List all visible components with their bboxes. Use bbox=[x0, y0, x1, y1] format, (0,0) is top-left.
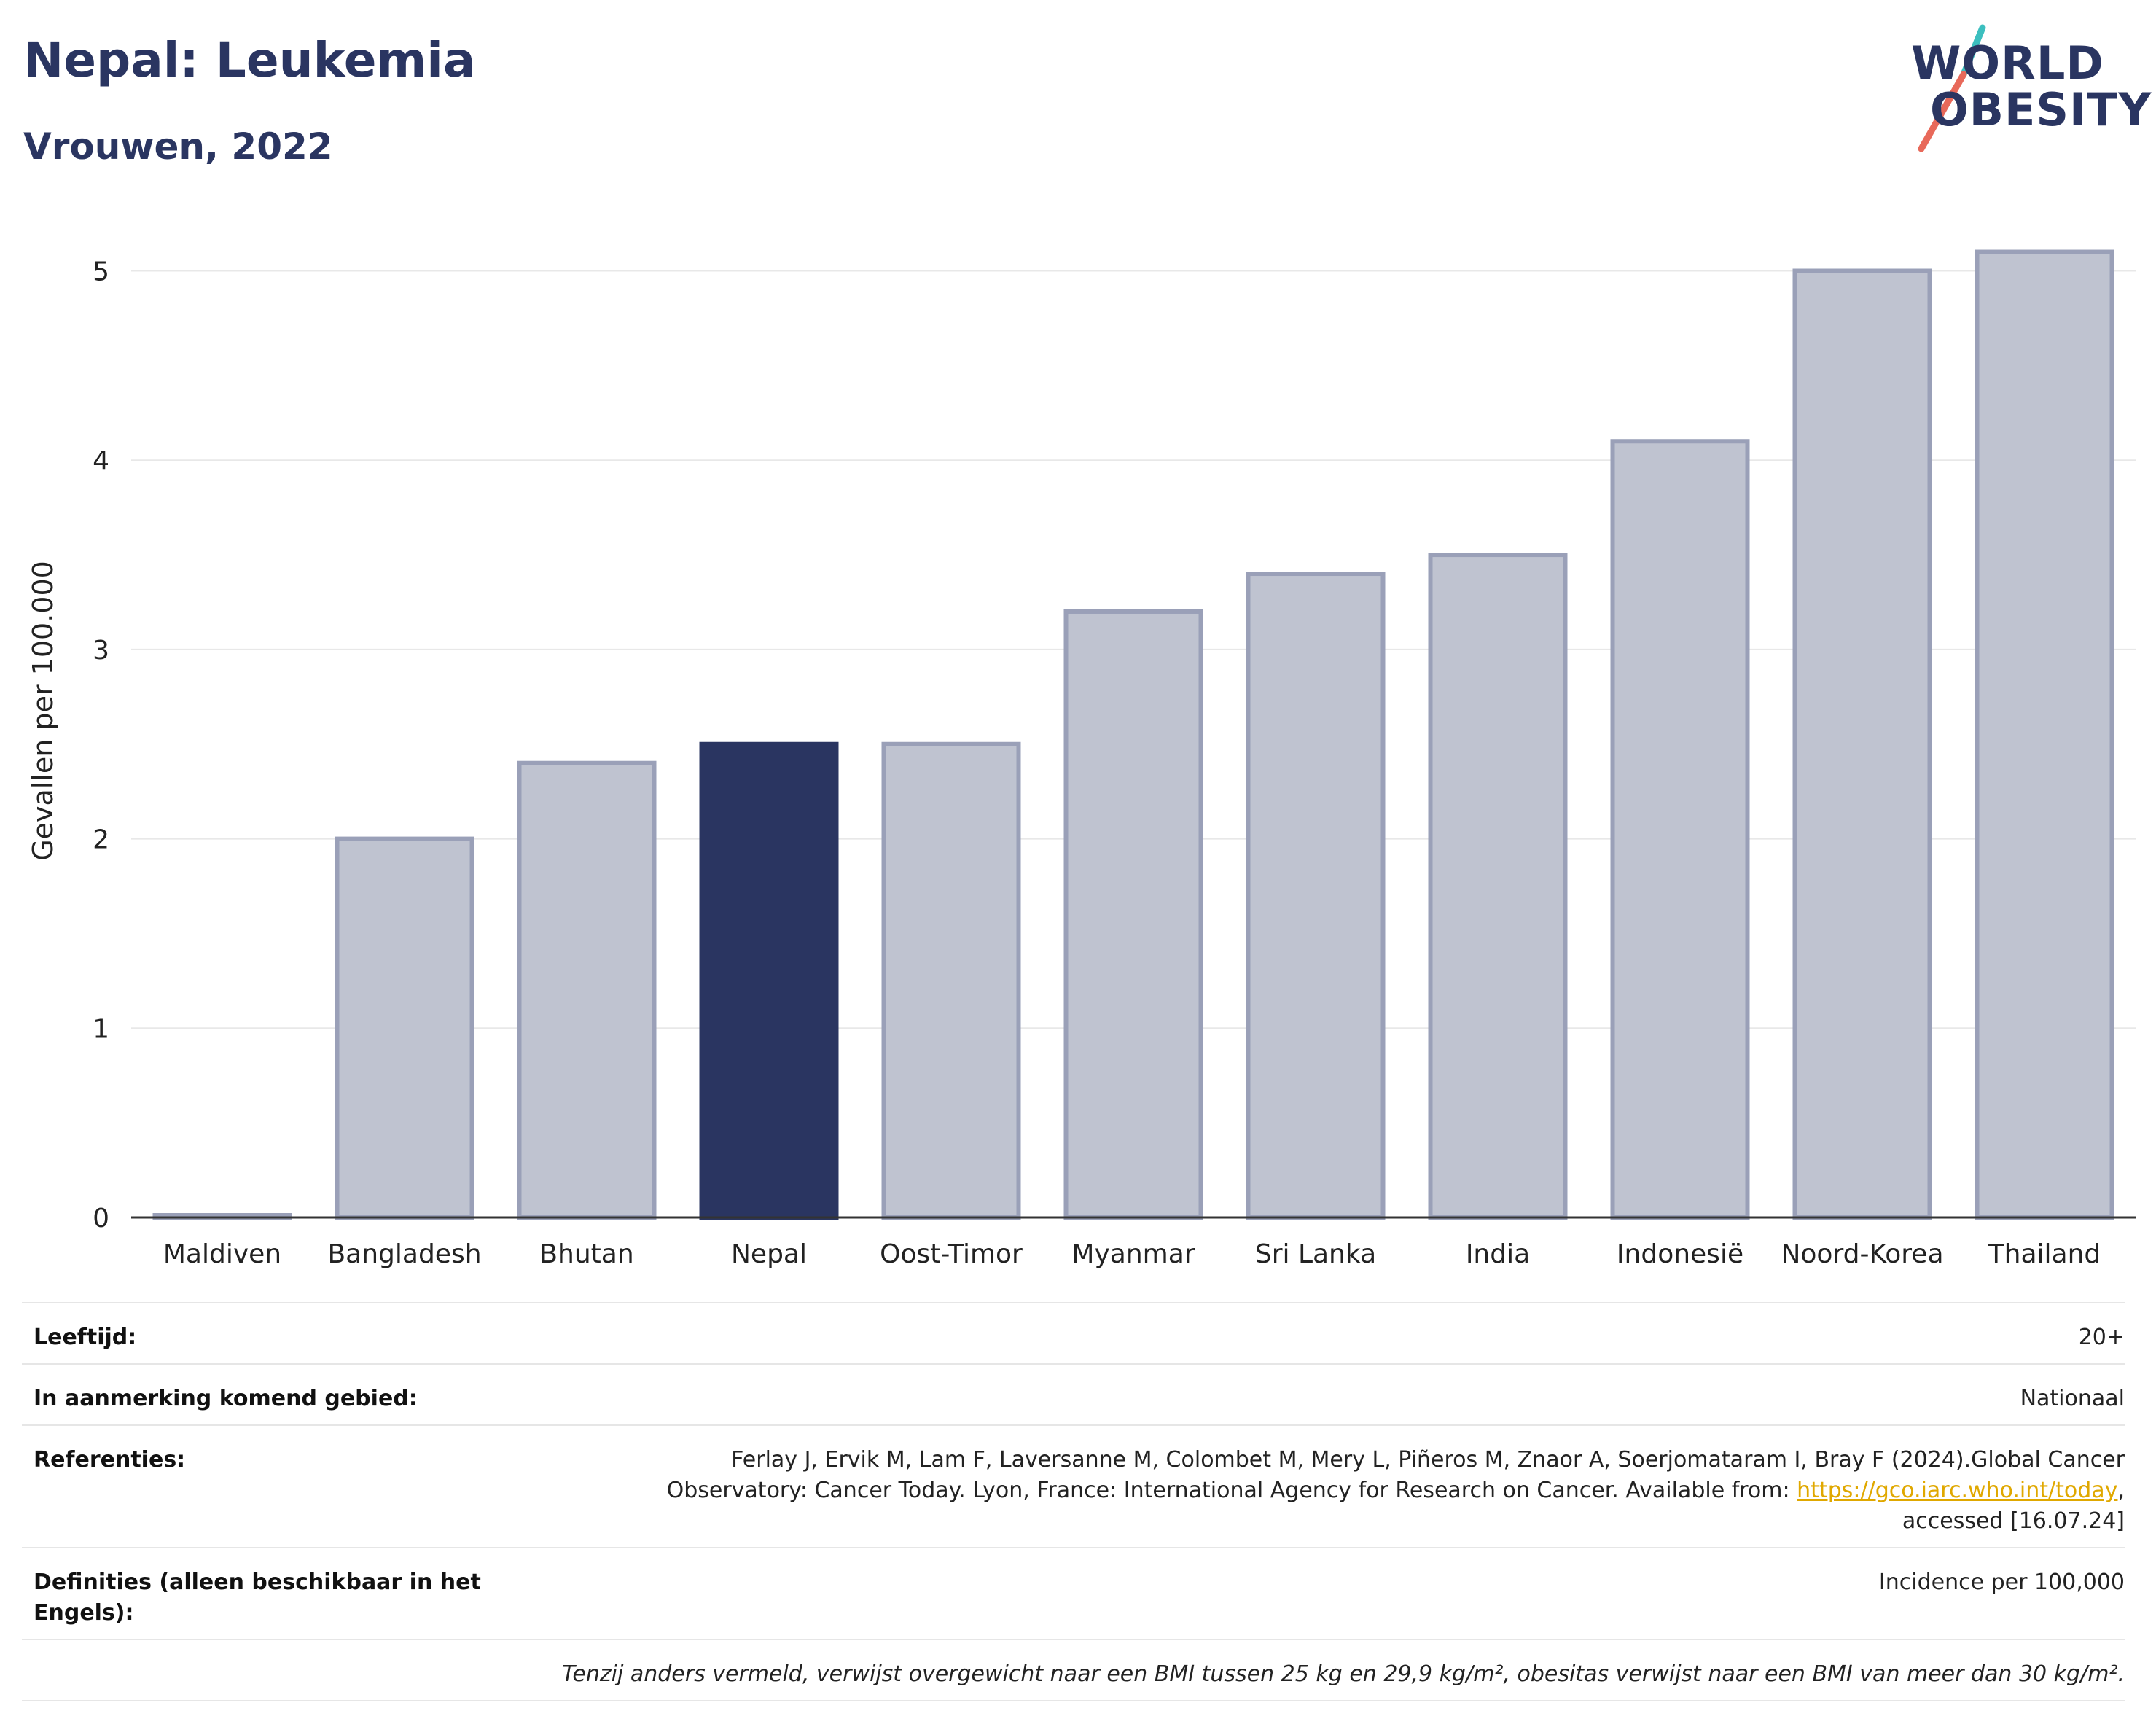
info-table: Leeftijd: 20+ In aanmerking komend gebie… bbox=[22, 1302, 2125, 1701]
reference-comma: , bbox=[2117, 1478, 2125, 1503]
reference-text-line1: Ferlay J, Ervik M, Lam F, Laversanne M, … bbox=[731, 1447, 2125, 1473]
definitions-value: Incidence per 100,000 bbox=[1878, 1570, 2125, 1595]
bar-india[interactable] bbox=[1428, 553, 1568, 1220]
info-row-definitions: Definities (alleen beschikbaar in het En… bbox=[22, 1548, 2125, 1640]
x-tick-label: Myanmar bbox=[1071, 1239, 1195, 1269]
bar-bangladesh[interactable] bbox=[335, 836, 474, 1220]
logo-text-world: WORLD bbox=[1911, 36, 2104, 90]
reference-text-line2: Observatory: Cancer Today. Lyon, France:… bbox=[666, 1478, 1797, 1503]
area-value: Nationaal bbox=[2020, 1386, 2125, 1411]
x-tick-label: Maldiven bbox=[163, 1239, 281, 1269]
bar-noord-korea[interactable] bbox=[1792, 268, 1932, 1220]
info-row-area: In aanmerking komend gebied: Nationaal bbox=[22, 1365, 2125, 1426]
bar-myanmar[interactable] bbox=[1063, 609, 1203, 1220]
age-value: 20+ bbox=[2078, 1325, 2125, 1350]
y-tick-label: 1 bbox=[93, 1014, 109, 1044]
bmi-note: Tenzij anders vermeld, verwijst overgewi… bbox=[561, 1661, 2125, 1687]
y-tick-label: 0 bbox=[93, 1204, 109, 1233]
age-label: Leeftijd: bbox=[34, 1325, 137, 1350]
bar-sri-lanka[interactable] bbox=[1246, 572, 1386, 1220]
x-tick-label: Thailand bbox=[1988, 1239, 2101, 1269]
axes: 0 1 2 3 4 5 Maldiven Bangladesh Bhutan Nepal Oost-… bbox=[93, 257, 2136, 1269]
x-tick-label: Indonesië bbox=[1617, 1239, 1743, 1269]
info-row-note: Tenzij anders vermeld, verwijst overgewi… bbox=[22, 1640, 2125, 1701]
definitions-label: Definities (alleen beschikbaar in het En… bbox=[34, 1570, 481, 1626]
y-axis-label: Gevallen per 100.000 bbox=[27, 561, 59, 861]
x-tick-label: Bangladesh bbox=[327, 1239, 481, 1269]
info-row-references: Referenties: Ferlay J, Ervik M, Lam F, L… bbox=[22, 1426, 2125, 1548]
x-tick-label: Bhutan bbox=[539, 1239, 633, 1269]
bar-chart: 0 1 2 3 4 5 Maldiven Bangladesh Bhutan Nepal Oost-… bbox=[27, 249, 2136, 1269]
y-tick-label: 3 bbox=[93, 636, 109, 666]
bars bbox=[152, 249, 2114, 1220]
chart-subtitle: Vrouwen, 2022 bbox=[23, 125, 333, 168]
y-tick-label: 4 bbox=[93, 446, 109, 476]
logo-slash-icon bbox=[1918, 24, 1986, 152]
bar-indonesi-[interactable] bbox=[1610, 439, 1750, 1220]
logo-text-obesity: OBESITY bbox=[1930, 83, 2152, 136]
bar-oost-timor[interactable] bbox=[881, 741, 1021, 1220]
y-tick-label: 2 bbox=[93, 825, 109, 855]
world-obesity-logo[interactable]: WORLD OBESITY bbox=[1895, 20, 2151, 159]
bar-nepal[interactable] bbox=[699, 741, 839, 1220]
bar-thailand[interactable] bbox=[1975, 249, 2114, 1220]
x-tick-label: India bbox=[1466, 1239, 1530, 1269]
x-tick-label: Noord-Korea bbox=[1781, 1239, 1943, 1269]
reference-link[interactable]: https://gco.iarc.who.int/today bbox=[1797, 1478, 2118, 1503]
info-row-age: Leeftijd: 20+ bbox=[22, 1303, 2125, 1365]
references-value: Ferlay J, Ervik M, Lam F, Laversanne M, … bbox=[667, 1445, 2125, 1537]
references-label: Referenties: bbox=[34, 1447, 186, 1473]
y-tick-label: 5 bbox=[93, 257, 109, 287]
x-tick-label: Oost-Timor bbox=[880, 1239, 1023, 1269]
bar-bhutan[interactable] bbox=[517, 760, 657, 1220]
x-tick-label: Sri Lanka bbox=[1255, 1239, 1376, 1269]
area-label: In aanmerking komend gebied: bbox=[34, 1386, 418, 1411]
chart-title: Nepal: Leukemia bbox=[23, 32, 476, 88]
x-tick-label: Nepal bbox=[731, 1239, 807, 1269]
reference-text-line3: accessed [16.07.24] bbox=[1902, 1508, 2125, 1534]
